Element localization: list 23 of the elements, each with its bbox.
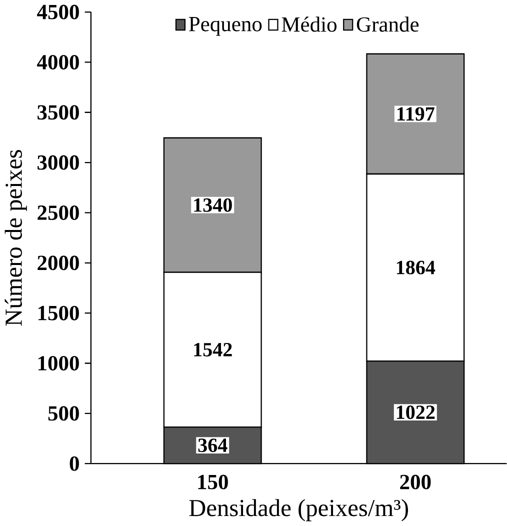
y-axis-title: Número de peixes [4,150,27,326]
y-tick-label: 3000 [37,155,79,170]
legend-label: Pequeno [188,17,262,36]
y-tick-label: 4500 [36,4,79,20]
y-tick-label: 1500 [38,306,79,320]
y-tick-label: 1000 [38,356,79,370]
data-label: 1542 [194,342,232,356]
y-tick-label: 2000 [38,256,79,270]
data-label: 1197 [397,107,434,121]
y-tick-label: 0 [70,456,79,471]
data-label: 1864 [396,260,435,274]
y-tick-label: 500 [48,406,79,421]
y-tick-label: 2500 [38,205,79,220]
x-tick-label: 200 [400,474,431,490]
x-tick-label: 150 [198,474,228,490]
data-label: 1022 [396,406,435,420]
y-tick-label: 3500 [37,105,79,120]
y-tick-label: 4000 [36,54,79,70]
legend-label: Grande [356,16,418,32]
data-label: 364 [198,438,228,452]
legend-label: Médio [282,16,336,32]
x-axis-title: Densidade (peixes/m³) [189,499,408,522]
data-label: 1340 [194,198,232,212]
